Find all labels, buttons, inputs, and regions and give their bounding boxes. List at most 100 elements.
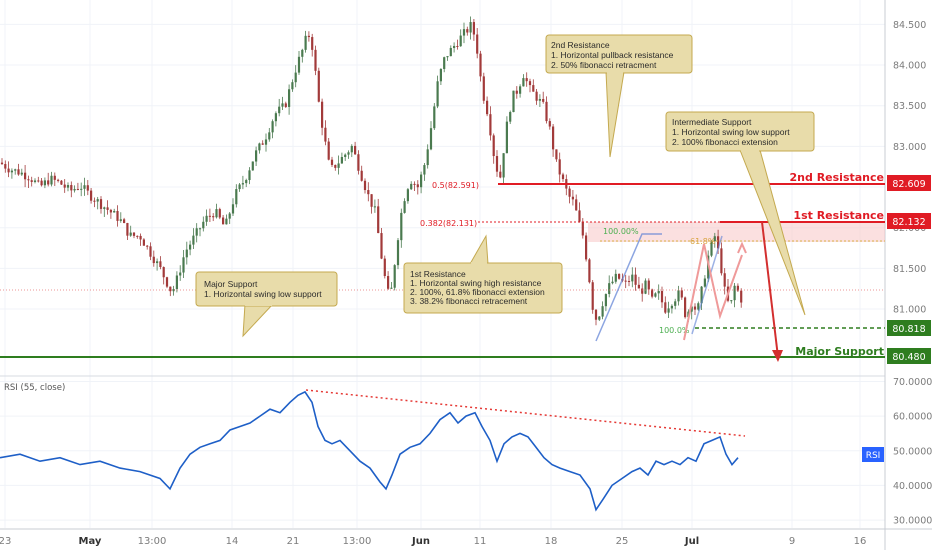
callout-line: 1. Horizontal swing low support [204,289,322,299]
candle-body [624,280,627,282]
rsi-axis[interactable]: 70.0000 60.0000 50.0000 40.0000 30.0000 [893,377,932,527]
candle-body [611,281,614,284]
candle-body [360,170,363,181]
rsi-tick-label: 50.0000 [893,446,932,457]
candle-body [152,256,155,264]
candle-body [106,207,109,210]
candle-body [96,199,99,202]
candle-body [66,185,70,188]
candle-body [423,165,426,175]
fib-extension-b [691,235,723,335]
candle-body [304,35,307,50]
price-tick-label: 84.500 [893,20,926,31]
candle-body [63,184,66,188]
callout-title: Major Support [204,279,258,289]
candle-body [406,189,409,202]
second-resistance-badge: 82.609 [887,175,931,191]
candle-body [129,232,132,236]
rsi-tick-label: 70.0000 [893,377,932,388]
callout-line: 3. 38.2% fibonacci retracement [410,296,528,306]
candle-body [367,190,370,195]
candle-body [284,103,287,107]
callout-line: 1. Horizontal pullback resistance [551,50,674,60]
time-tick-label: 13:00 [138,536,167,547]
candle-body [499,171,502,178]
candle-body [80,188,83,190]
candle-body [733,285,736,301]
candle-body [271,121,274,133]
candle-body [149,246,152,257]
candle-body [542,98,545,102]
candle-body [274,113,277,122]
resistance-zone [588,222,885,242]
candle-body [37,180,40,182]
candle-body [136,235,139,237]
candle-body [195,228,198,236]
candle-body [598,316,601,320]
candle-body [33,180,37,182]
callout-line: 2. 100%, 61.8% fibonacci extension [410,287,545,297]
axis-corner [886,530,932,550]
candle-body [113,210,116,213]
candle-body [512,90,515,113]
candle-body [251,161,254,171]
candle-body [515,90,518,94]
candle-body [383,258,386,277]
candle-body [400,212,403,241]
candle-body [489,114,492,136]
candle-body [439,68,442,82]
candle-body [208,215,211,217]
fib-ext-100b-label: 100.0% [659,326,690,335]
arrow-head [772,350,783,362]
price-tick-label: 81.000 [893,305,926,316]
bearish-projection-arrow [761,221,779,358]
candle-body [641,288,644,294]
candle-body [581,221,584,236]
candle-body [591,282,594,310]
candle-body [380,233,383,259]
candle-body [482,76,485,101]
candle-body [479,53,482,77]
candle-body [459,35,462,47]
candle-body [0,162,4,165]
candle-body [449,47,452,57]
rsi-tick-label: 30.0000 [893,516,932,527]
fib-ext-618-label: 61.8% [690,237,716,246]
candle-body [156,261,159,264]
time-tick-label: 21 [287,536,300,547]
candle-body [235,189,238,205]
candle-body [103,207,106,209]
price-tick-label: 83.000 [893,142,926,153]
candle-body [713,236,716,242]
candle-body [436,81,439,107]
time-tick-label: Jul [684,536,699,547]
candle-body [647,280,650,290]
price-candles[interactable] [0,16,743,326]
candle-body [476,34,479,54]
candle-body [27,179,30,181]
candle-body [426,149,429,166]
candle-body [334,164,337,168]
candle-body [456,45,459,47]
candle-body [83,185,86,189]
candle-body [264,139,268,145]
time-tick-label: 11 [474,536,487,547]
candle-body [337,163,340,168]
candle-body [677,290,680,302]
candle-body [258,143,261,151]
candle-body [30,180,33,182]
candle-body [670,305,673,309]
candle-body [215,209,218,218]
candle-body [575,199,578,211]
candle-body [288,89,291,107]
callout-title: 1st Resistance [410,269,466,279]
candle-body [667,308,670,313]
candle-body [693,306,697,310]
time-axis[interactable]: 23 May 13:00 14 21 13:00 Jun 11 18 25 Jul 9 16 [0,536,866,547]
candle-body [558,159,561,175]
candle-body [109,209,112,213]
time-tick-label: 25 [616,536,629,547]
time-tick-label: 23 [0,536,11,547]
candle-body [555,149,558,160]
candle-body [311,37,314,50]
